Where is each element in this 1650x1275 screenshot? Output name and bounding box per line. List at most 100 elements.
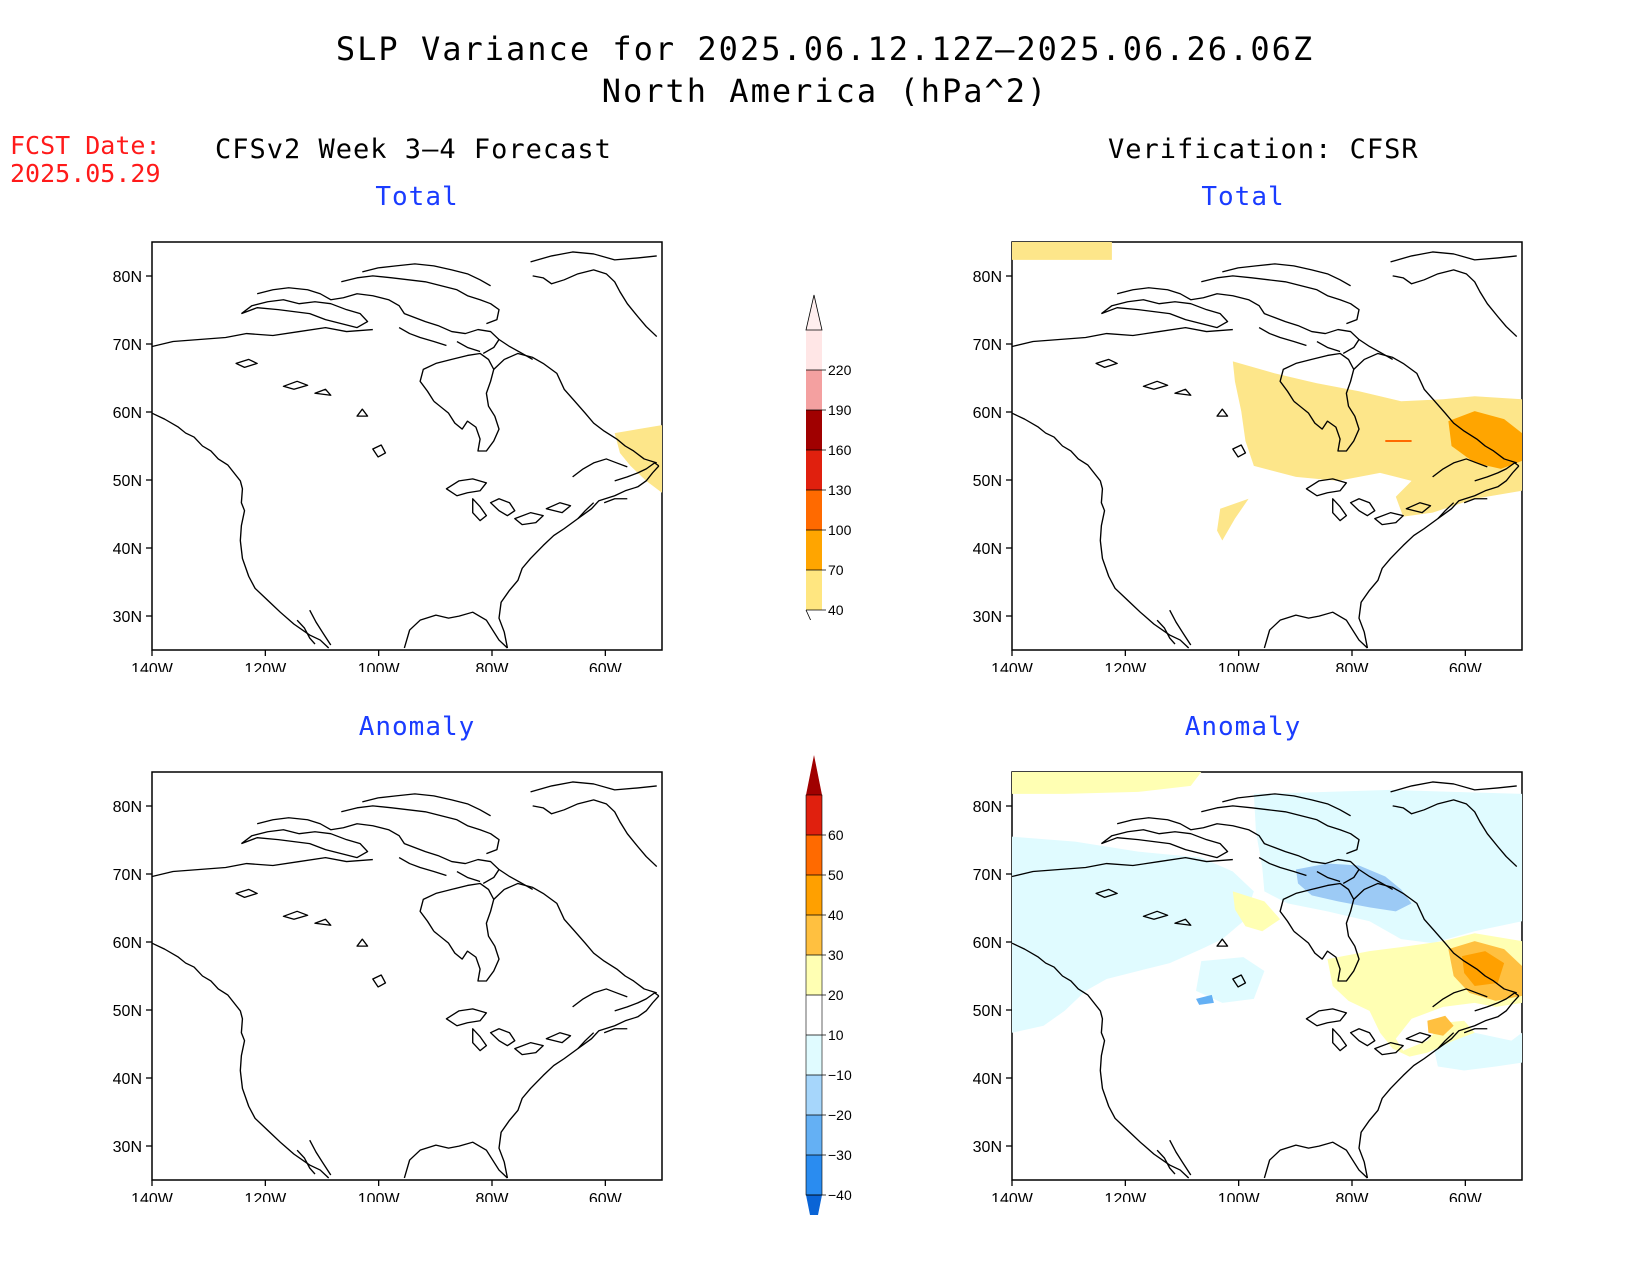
colorbar-label: 70 bbox=[828, 562, 844, 578]
anomaly-shade-negative bbox=[1432, 1032, 1522, 1071]
lat-tick-label: 30N bbox=[113, 1139, 142, 1156]
variance-shade-40 bbox=[1217, 498, 1249, 541]
anomaly-shade-negative bbox=[1253, 789, 1522, 944]
colorbar-segment bbox=[806, 570, 822, 610]
colorbar-label: 10 bbox=[828, 1027, 844, 1043]
colorbar-segment bbox=[806, 1155, 822, 1195]
lat-tick-label: 50N bbox=[973, 1003, 1002, 1020]
lat-tick-label: 30N bbox=[113, 609, 142, 626]
forecast-anomaly-map: 140W 120W 100W 80W 60W 80N 70N 60N 50N 40N 30N bbox=[113, 771, 663, 1202]
lon-tick-label: 100W bbox=[358, 661, 401, 672]
colorbar-label: −40 bbox=[828, 1187, 852, 1203]
colorbar-label: 60 bbox=[828, 827, 844, 843]
lon-tick-label: 80W bbox=[1336, 1191, 1370, 1202]
colorbar-label: 220 bbox=[828, 362, 852, 378]
colorbar-top-extension bbox=[805, 294, 823, 331]
colorbar-segment bbox=[806, 410, 822, 450]
colorbar-segment bbox=[806, 875, 822, 915]
lon-tick-label: 80W bbox=[476, 661, 510, 672]
lon-tick-label: 60W bbox=[589, 661, 623, 672]
axis-ticks: 140W 120W 100W 80W 60W 80N 70N 60N 50N 40N 30N bbox=[973, 269, 1483, 672]
lat-tick-label: 40N bbox=[113, 541, 142, 558]
colorbar-segment bbox=[806, 955, 822, 995]
main-subtitle: North America (hPa^2) bbox=[601, 72, 1049, 110]
lon-tick-label: 60W bbox=[1449, 661, 1483, 672]
lon-tick-label: 120W bbox=[1104, 1191, 1147, 1202]
verification-anomaly-map: 140W 120W 100W 80W 60W 80N 70N 60N 50N 40N 30N bbox=[973, 771, 1523, 1202]
anomaly-shade-negative bbox=[1196, 957, 1265, 1003]
forecast-anomaly-title: Anomaly bbox=[358, 712, 476, 742]
lon-tick-label: 140W bbox=[991, 661, 1034, 672]
lat-tick-label: 80N bbox=[113, 269, 142, 286]
lat-tick-label: 30N bbox=[973, 609, 1002, 626]
verification-total-title: Total bbox=[1201, 182, 1285, 212]
colorbar-segment bbox=[806, 450, 822, 490]
lon-tick-label: 120W bbox=[244, 1191, 287, 1202]
lat-tick-label: 50N bbox=[113, 473, 142, 490]
lon-tick-label: 60W bbox=[1449, 1191, 1483, 1202]
colorbar-segment bbox=[806, 330, 822, 370]
forecast-total-map: 140W 120W 100W 80W 60W 80N 70N 60N 50N 40N 30N bbox=[113, 241, 663, 672]
verification-anomaly-title: Anomaly bbox=[1184, 712, 1302, 742]
colorbar-top-extension bbox=[806, 755, 822, 795]
colorbar-segment bbox=[806, 530, 822, 570]
forecast-column-title: CFSv2 Week 3–4 Forecast bbox=[215, 134, 612, 165]
colorbar-segment bbox=[806, 995, 822, 1035]
colorbar-bottom-extension bbox=[806, 1195, 822, 1215]
lon-tick-label: 100W bbox=[358, 1191, 401, 1202]
colorbar-label: 160 bbox=[828, 442, 852, 458]
map-frame bbox=[151, 241, 663, 651]
lat-tick-label: 70N bbox=[973, 867, 1002, 884]
fcst-date-value: 2025.05.29 bbox=[10, 159, 161, 188]
lat-tick-label: 70N bbox=[973, 337, 1002, 354]
lat-tick-label: 80N bbox=[973, 269, 1002, 286]
lon-tick-label: 100W bbox=[1218, 1191, 1261, 1202]
anomaly-shade-30 bbox=[1462, 951, 1505, 986]
colorbar-label: 20 bbox=[828, 987, 844, 1003]
lat-tick-label: 50N bbox=[113, 1003, 142, 1020]
forecast-total-title: Total bbox=[375, 182, 459, 212]
colorbar-segment bbox=[806, 1115, 822, 1155]
lat-tick-label: 40N bbox=[973, 1071, 1002, 1088]
colorbar-segment bbox=[806, 835, 822, 875]
lon-tick-label: 140W bbox=[131, 1191, 174, 1202]
colorbar-segment bbox=[806, 1035, 822, 1075]
colorbar-label: 50 bbox=[828, 867, 844, 883]
colorbar-segment bbox=[806, 1075, 822, 1115]
lat-tick-label: 50N bbox=[973, 473, 1002, 490]
axis-ticks: 140W 120W 100W 80W 60W 80N 70N 60N 50N 40N 30N bbox=[973, 799, 1483, 1202]
colorbar-label: −30 bbox=[828, 1147, 852, 1163]
anomaly-shade-negative bbox=[1012, 836, 1254, 1033]
colorbar-label: 130 bbox=[828, 482, 852, 498]
lat-tick-label: 60N bbox=[973, 935, 1002, 952]
lat-tick-label: 70N bbox=[113, 337, 142, 354]
lon-tick-label: 140W bbox=[131, 661, 174, 672]
variance-shade-70 bbox=[1448, 411, 1522, 469]
colorbar-label: 190 bbox=[828, 402, 852, 418]
lat-tick-label: 30N bbox=[973, 1139, 1002, 1156]
lat-tick-label: 40N bbox=[973, 541, 1002, 558]
verification-column-title: Verification: CFSR bbox=[1108, 134, 1419, 165]
lon-tick-label: 60W bbox=[589, 1191, 623, 1202]
lon-tick-label: 80W bbox=[1336, 661, 1370, 672]
fcst-date-label: FCST Date: bbox=[10, 131, 161, 160]
lat-tick-label: 60N bbox=[113, 935, 142, 952]
colorbar-label: −20 bbox=[828, 1107, 852, 1123]
lat-tick-label: 40N bbox=[113, 1071, 142, 1088]
anomaly-shade-positive bbox=[1232, 891, 1281, 932]
colorbar-segment bbox=[806, 795, 822, 835]
lon-tick-label: 80W bbox=[476, 1191, 510, 1202]
total-colorbar: 40 70 100 130 160 190 220 bbox=[805, 294, 852, 620]
colorbar-label: 40 bbox=[828, 602, 844, 618]
lon-tick-label: 140W bbox=[991, 1191, 1034, 1202]
variance-shade-40 bbox=[1232, 361, 1522, 517]
colorbar-bottom-extension bbox=[805, 609, 812, 620]
colorbar-label: 30 bbox=[828, 947, 844, 963]
colorbar-label: 100 bbox=[828, 522, 852, 538]
lat-tick-label: 80N bbox=[113, 799, 142, 816]
lat-tick-label: 60N bbox=[113, 405, 142, 422]
lat-tick-label: 80N bbox=[973, 799, 1002, 816]
variance-shade-40 bbox=[1012, 242, 1112, 260]
map-frame bbox=[151, 771, 663, 1181]
anomaly-shade-positive bbox=[1012, 772, 1202, 794]
